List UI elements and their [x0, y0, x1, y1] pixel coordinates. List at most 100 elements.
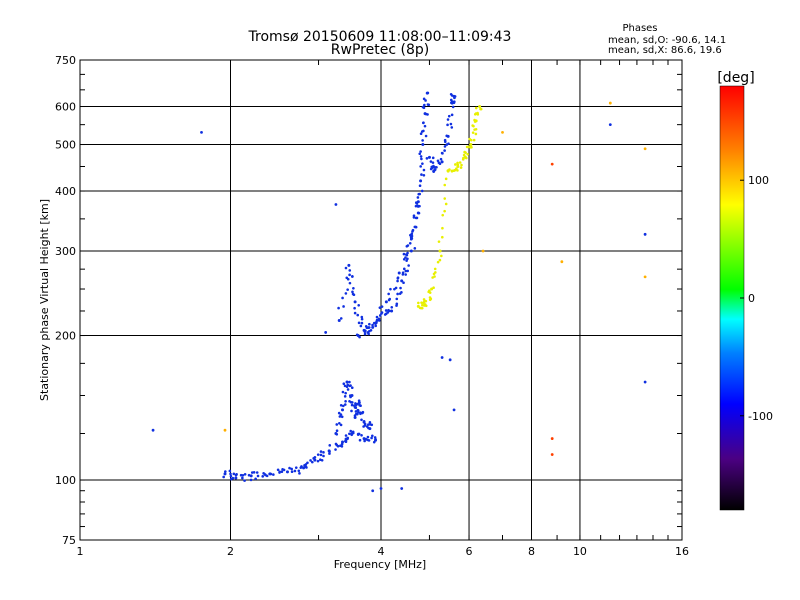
scatter-point: [400, 487, 404, 490]
trace-point: [362, 425, 365, 428]
trace-point: [422, 168, 426, 172]
trace-point: [436, 159, 440, 163]
trace-point: [335, 429, 339, 433]
chart-title: Tromsø 20150609 11:08:00–11:09:43: [248, 29, 512, 45]
trace-point: [396, 276, 400, 280]
trace-point: [429, 297, 433, 301]
trace-point: [345, 276, 349, 280]
trace-point: [375, 320, 378, 323]
trace-point: [297, 469, 301, 473]
trace-point: [232, 472, 236, 476]
trace-point: [354, 406, 358, 410]
trace-point: [358, 438, 362, 442]
trace-point: [269, 472, 273, 476]
trace-point: [228, 469, 232, 473]
trace-point: [387, 292, 390, 296]
trace-point: [424, 112, 428, 116]
trace-point: [265, 474, 269, 478]
trace-point: [338, 415, 342, 418]
trace-point: [460, 163, 463, 167]
scatter-point: [200, 130, 203, 134]
trace-point: [400, 279, 404, 283]
trace-point: [417, 192, 421, 196]
trace-point: [463, 150, 466, 154]
trace-point: [351, 431, 355, 435]
colorbar-tick-label: -100: [748, 410, 773, 423]
trace-point: [360, 317, 364, 321]
scatter-point: [550, 162, 554, 166]
trace-point: [311, 460, 314, 464]
x-tick-label: 8: [528, 545, 535, 558]
trace-point: [452, 94, 456, 98]
trace-point: [431, 161, 435, 164]
trace-point: [441, 213, 445, 217]
trace-point: [306, 461, 309, 465]
trace-point: [417, 211, 421, 215]
trace-point: [420, 173, 423, 176]
trace-point: [450, 100, 454, 103]
scatter-point: [334, 203, 338, 206]
trace-point: [419, 132, 423, 136]
grid: [80, 60, 682, 540]
trace-point: [450, 126, 454, 129]
trace-point: [350, 409, 353, 413]
scatter-point: [501, 130, 504, 134]
trace-point: [473, 120, 477, 123]
trace-point: [224, 470, 227, 473]
trace-point: [358, 335, 361, 339]
trace-point: [359, 411, 362, 414]
trace-point: [285, 470, 289, 474]
scatter-point: [324, 331, 328, 334]
trace-point: [294, 466, 298, 469]
trace-point: [349, 429, 353, 433]
trace-point: [338, 421, 341, 425]
trace-point: [353, 311, 357, 315]
trace-point: [342, 382, 346, 386]
trace-point: [344, 391, 347, 395]
trace-point: [316, 459, 320, 463]
trace-point: [432, 170, 435, 173]
scatter-point: [643, 232, 647, 236]
trace-point: [322, 451, 325, 454]
trace-point: [370, 436, 373, 440]
y-tick-label: 750: [55, 54, 76, 67]
trace-point: [337, 318, 341, 322]
trace-point: [362, 419, 366, 423]
trace-point: [356, 402, 359, 406]
trace-point: [335, 432, 339, 436]
trace-point: [344, 400, 347, 403]
trace-point: [243, 473, 247, 476]
trace-point: [359, 324, 363, 328]
trace-point: [380, 312, 383, 315]
trace-point: [411, 228, 415, 232]
x-axis-label: Frequency [MHz]: [334, 558, 426, 571]
trace-point: [387, 308, 390, 312]
trace-point: [425, 91, 429, 95]
colorbar-tick-label: 100: [748, 174, 769, 187]
trace-point: [418, 152, 422, 156]
trace-point: [419, 306, 423, 310]
trace-point: [430, 287, 434, 291]
trace-point: [384, 300, 388, 304]
colorbar-label: [deg]: [717, 70, 754, 86]
trace-point: [348, 281, 352, 285]
trace-point: [357, 321, 361, 325]
trace-point: [356, 409, 360, 412]
trace-point: [223, 472, 227, 476]
trace-point: [466, 152, 469, 156]
trace-point: [366, 435, 370, 439]
trace-point: [408, 241, 412, 245]
trace-point: [445, 143, 449, 146]
trace-point: [293, 469, 297, 473]
trace-point: [438, 258, 442, 262]
scatter-point: [608, 123, 612, 127]
trace-point: [334, 442, 338, 446]
trace-point: [406, 257, 409, 261]
trace-point: [353, 306, 356, 310]
trace-point: [346, 288, 349, 291]
trace-point: [350, 401, 354, 404]
trace-point: [446, 123, 449, 127]
trace-point: [341, 404, 345, 408]
x-tick-label: 4: [378, 545, 385, 558]
trace-point: [340, 445, 344, 448]
